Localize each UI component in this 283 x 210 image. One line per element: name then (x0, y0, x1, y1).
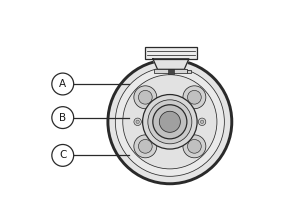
Circle shape (136, 120, 139, 123)
Circle shape (183, 86, 206, 109)
Circle shape (52, 107, 74, 129)
Circle shape (134, 118, 141, 126)
Circle shape (200, 120, 204, 123)
Circle shape (183, 135, 206, 158)
Circle shape (52, 73, 74, 95)
Circle shape (159, 111, 180, 132)
Circle shape (188, 139, 201, 153)
Circle shape (123, 75, 217, 169)
Circle shape (134, 86, 157, 109)
Circle shape (52, 144, 74, 166)
Text: C: C (59, 150, 67, 160)
Circle shape (134, 135, 157, 158)
Circle shape (138, 90, 152, 104)
Polygon shape (153, 59, 189, 69)
Bar (168, 69, 174, 74)
Text: B: B (59, 113, 66, 123)
Circle shape (198, 118, 206, 126)
Circle shape (108, 60, 232, 184)
Bar (154, 69, 187, 74)
Circle shape (115, 67, 224, 176)
Circle shape (143, 94, 197, 149)
Text: A: A (59, 79, 66, 89)
Bar (145, 47, 197, 59)
Circle shape (148, 100, 192, 144)
Circle shape (188, 90, 201, 104)
Circle shape (138, 139, 152, 153)
Bar (187, 70, 191, 73)
Circle shape (153, 105, 187, 139)
